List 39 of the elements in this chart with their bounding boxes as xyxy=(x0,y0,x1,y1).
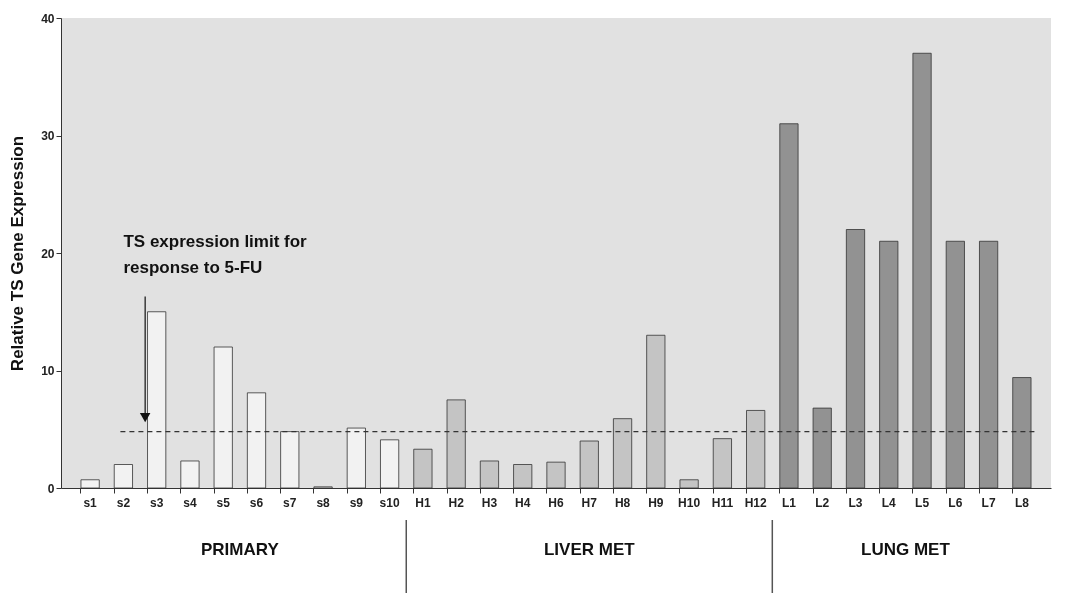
x-tick-label: H1 xyxy=(415,495,431,510)
x-tick-label: H8 xyxy=(614,495,631,510)
text: PRIMARY xyxy=(200,540,280,559)
x-tick-label: s3 xyxy=(149,495,164,510)
x-tick-label: L5 xyxy=(915,495,930,510)
x-tick-label: s7 xyxy=(283,495,297,510)
x-tick-label: s9 xyxy=(349,495,364,510)
x-tick-label: s10 xyxy=(379,495,400,510)
x-tick-label: H10 xyxy=(678,495,701,510)
x-tick-label: H9 xyxy=(648,495,664,510)
x-tick-label: H12 xyxy=(744,495,767,510)
x-tick-label: L8 xyxy=(1014,495,1030,510)
x-tick-label: s4 xyxy=(183,495,197,510)
y-tick-label: 0 xyxy=(47,481,55,496)
y-tick-label: 30 xyxy=(41,129,55,143)
x-tick-label: L3 xyxy=(848,495,863,510)
x-tick-label: s1 xyxy=(83,495,98,510)
x-tick-label: L6 xyxy=(948,495,963,510)
x-tick-label: H2 xyxy=(448,495,465,510)
x-tick-label: s8 xyxy=(316,495,331,510)
x-tick-label: s6 xyxy=(249,495,264,510)
x-tick-label: L1 xyxy=(781,495,797,510)
y-tick-label: 20 xyxy=(41,246,55,261)
text: LIVER MET xyxy=(543,540,636,559)
x-tick-label: s5 xyxy=(216,495,231,510)
x-tick-label: H6 xyxy=(548,495,564,510)
y-tick-label: 10 xyxy=(41,364,55,378)
x-tick-label: H11 xyxy=(711,495,734,510)
y-axis-title: Relative TS Gene Expression xyxy=(8,135,28,372)
x-tick-label: L7 xyxy=(981,495,996,510)
x-tick-label: L2 xyxy=(815,495,830,510)
text: LUNG MET xyxy=(861,540,951,559)
ref-line-label: TS expression limit for response to 5-FU xyxy=(123,232,308,278)
x-tick-label: H4 xyxy=(515,495,531,510)
x-tick-label: s2 xyxy=(116,495,131,510)
x-tick-label: L4 xyxy=(881,495,897,510)
y-tick-label: 40 xyxy=(41,11,55,26)
x-tick-label: H3 xyxy=(481,495,498,510)
x-tick-label: H7 xyxy=(581,495,598,510)
